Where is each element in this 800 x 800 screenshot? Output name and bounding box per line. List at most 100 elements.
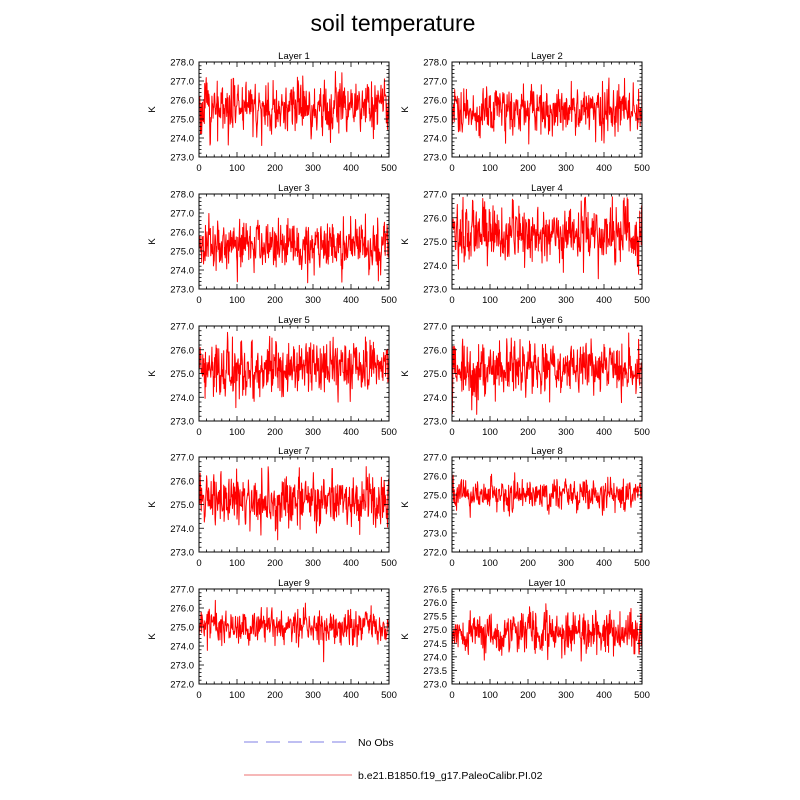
panel-4: Layer 4 K 0 100 200 300 400 500 273.0 274.0 275.0 2… [400, 183, 650, 306]
panel-10: Layer 10 K 0 100 200 300 400 500 273.0 273.5 274.0… [400, 578, 650, 701]
x-tick-label: 300 [305, 295, 321, 306]
x-tick-label: 100 [229, 295, 245, 306]
series-line [451, 196, 643, 280]
x-tick-label: 0 [196, 295, 201, 306]
x-tick-label: 400 [596, 558, 612, 569]
y-tick-label: 273.0 [423, 529, 447, 540]
x-tick-label: 500 [381, 427, 397, 438]
x-tick-label: 100 [482, 295, 498, 306]
y-tick-label: 272.0 [170, 680, 194, 691]
series-line [198, 331, 390, 409]
x-tick-label: 0 [196, 690, 201, 701]
y-tick-label: 278.0 [170, 58, 194, 69]
x-tick-label: 300 [305, 427, 321, 438]
x-tick-label: 100 [482, 558, 498, 569]
y-tick-label: 276.0 [170, 228, 194, 239]
panel-9: Layer 9 K 0 100 200 300 400 500 272.0 273.0 274.0 2… [147, 578, 397, 701]
plot-frame [198, 61, 390, 158]
y-tick-label: 272.0 [423, 548, 447, 559]
y-tick-label: 273.0 [423, 153, 447, 164]
x-tick-label: 0 [449, 558, 454, 569]
y-tick-label: 276.0 [423, 472, 447, 483]
y-tick-label: 275.0 [170, 115, 194, 126]
x-tick-label: 400 [343, 163, 359, 174]
panel-title: Layer 4 [531, 183, 563, 194]
y-tick-label: 274.0 [423, 393, 447, 404]
series-line [451, 332, 643, 415]
x-tick-label: 400 [596, 690, 612, 701]
y-tick-label: 276.0 [423, 213, 447, 224]
series-line [451, 77, 643, 145]
x-tick-label: 200 [520, 558, 536, 569]
legend-label-model: b.e21.B1850.f19_g17.PaleoCalibr.PI.02 [358, 770, 543, 782]
chart-title: soil temperature [311, 10, 476, 36]
plot-frame [451, 61, 643, 158]
y-tick-label: 276.5 [423, 585, 447, 596]
y-tick-label: 275.0 [423, 369, 447, 380]
y-tick-label: 275.0 [170, 247, 194, 258]
y-tick-label: 275.0 [423, 491, 447, 502]
x-tick-label: 0 [449, 163, 454, 174]
x-tick-label: 500 [634, 558, 650, 569]
panel-title: Layer 10 [529, 578, 566, 589]
series-line [451, 603, 643, 662]
x-tick-label: 400 [596, 427, 612, 438]
x-tick-label: 200 [520, 427, 536, 438]
x-tick-label: 100 [229, 427, 245, 438]
panel-title: Layer 3 [278, 183, 310, 194]
y-tick-label: 275.0 [170, 623, 194, 634]
y-tick-label: 277.0 [170, 322, 194, 333]
y-tick-label: 274.0 [423, 510, 447, 521]
x-tick-label: 100 [482, 427, 498, 438]
y-tick-label: 274.0 [170, 266, 194, 277]
x-tick-label: 400 [343, 558, 359, 569]
y-tick-label: 273.0 [170, 548, 194, 559]
panel-title: Layer 5 [278, 315, 310, 326]
y-tick-label: 273.0 [423, 285, 447, 296]
y-tick-label: 277.0 [170, 77, 194, 88]
y-axis-label: K [147, 370, 158, 377]
panel-8: Layer 8 K 0 100 200 300 400 500 272.0 273.0 274.0 2… [400, 446, 650, 569]
y-tick-label: 277.0 [170, 209, 194, 220]
x-tick-label: 200 [520, 163, 536, 174]
x-tick-label: 200 [520, 690, 536, 701]
panel-title: Layer 2 [531, 51, 563, 62]
y-axis-label: K [147, 106, 158, 113]
y-tick-label: 275.0 [170, 369, 194, 380]
y-axis-label: K [147, 501, 158, 508]
y-tick-label: 278.0 [170, 190, 194, 201]
panel-title: Layer 6 [531, 315, 563, 326]
x-tick-label: 400 [596, 163, 612, 174]
panel-title: Layer 1 [278, 51, 310, 62]
y-tick-label: 277.0 [423, 453, 447, 464]
y-axis-label: K [400, 633, 411, 640]
y-tick-label: 273.0 [170, 153, 194, 164]
y-tick-label: 275.0 [423, 625, 447, 636]
legend-label-no-obs: No Obs [358, 737, 394, 749]
y-tick-label: 277.0 [170, 585, 194, 596]
panel-3: Layer 3 K 0 100 200 300 400 500 273.0 274.0 275.0 2… [147, 183, 397, 306]
x-tick-label: 500 [381, 163, 397, 174]
x-tick-label: 400 [343, 427, 359, 438]
x-tick-label: 200 [520, 295, 536, 306]
y-axis-label: K [400, 370, 411, 377]
y-tick-label: 277.0 [423, 322, 447, 333]
y-tick-label: 273.0 [423, 417, 447, 428]
x-tick-label: 200 [267, 690, 283, 701]
y-tick-label: 274.0 [170, 134, 194, 145]
y-axis-label: K [147, 238, 158, 245]
x-tick-label: 500 [381, 295, 397, 306]
x-tick-label: 200 [267, 295, 283, 306]
y-tick-label: 274.0 [170, 524, 194, 535]
plot-frame [198, 588, 390, 685]
y-tick-label: 276.0 [170, 476, 194, 487]
panel-1: Layer 1 K 0 100 200 300 400 500 273.0 274.0 275.0 2… [147, 51, 397, 174]
x-tick-label: 300 [558, 558, 574, 569]
x-tick-label: 300 [305, 690, 321, 701]
x-tick-label: 300 [558, 690, 574, 701]
y-tick-label: 274.0 [170, 642, 194, 653]
y-tick-label: 276.0 [170, 604, 194, 615]
x-tick-label: 400 [596, 295, 612, 306]
panel-title: Layer 9 [278, 578, 310, 589]
y-tick-label: 274.5 [423, 639, 447, 650]
